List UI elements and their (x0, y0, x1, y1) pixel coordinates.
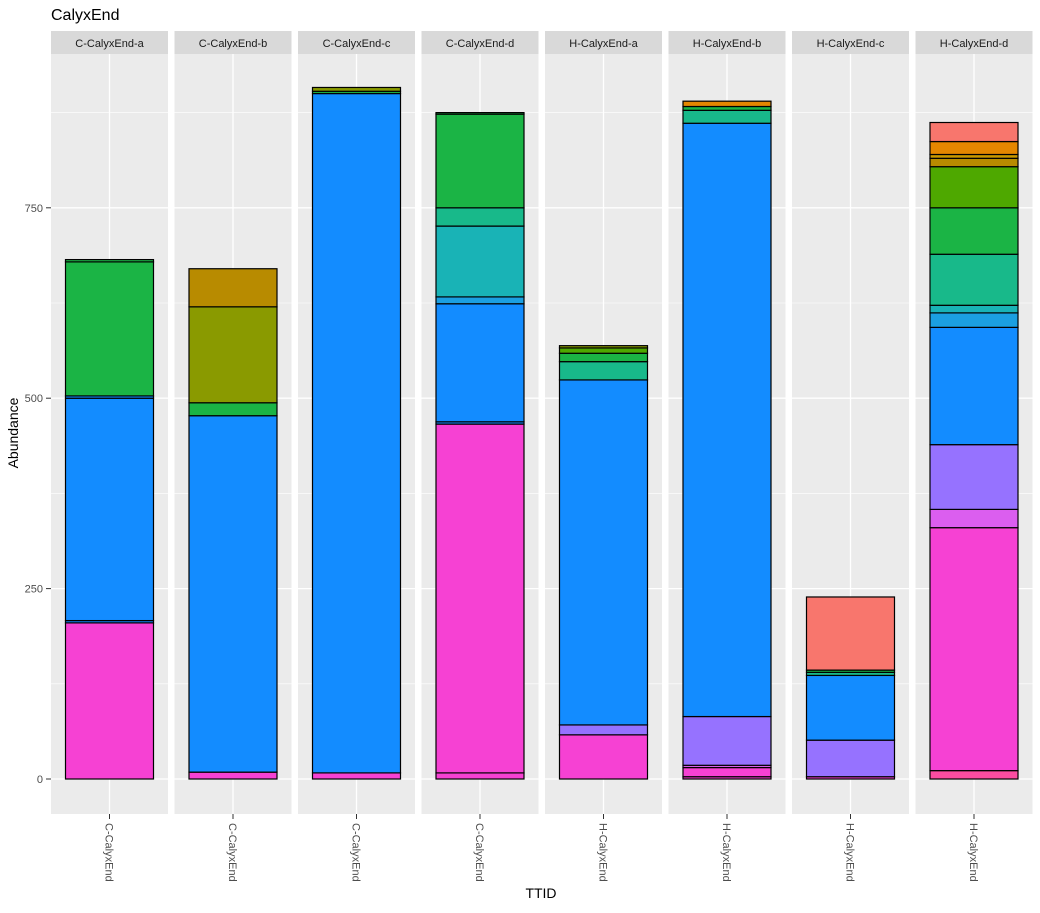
x-tick-label: H-CalyxEnd (967, 823, 979, 882)
bar-segment (929, 326, 1019, 446)
facet-strip-label: C-CalyxEnd-c (323, 38, 391, 50)
bar-segment (558, 379, 649, 726)
facet-strip-label: H-CalyxEnd-d (940, 38, 1008, 50)
bar-segment (435, 113, 525, 209)
bar-segment (682, 766, 772, 778)
bar-segment (929, 444, 1019, 510)
bar-segment (929, 253, 1019, 306)
bar-segment (929, 166, 1019, 209)
bar-segment (929, 304, 1019, 314)
bar-segment (929, 312, 1019, 328)
bar-segment (558, 345, 649, 349)
bar-segment (435, 303, 525, 423)
facet-panels: C-CalyxEnd-aC-CalyxEndC-CalyxEnd-bC-Caly… (51, 31, 1033, 882)
facet-h-calyxend-c: H-CalyxEnd-c H-CalyxEnd (792, 31, 909, 882)
y-tick-label: 0 (37, 774, 43, 786)
bar-segment (682, 122, 772, 718)
bar-segment (929, 508, 1019, 529)
facet-strip-label: C-CalyxEnd-d (446, 38, 514, 50)
y-tick-label: 500 (25, 393, 43, 405)
bar-segment (311, 86, 402, 92)
bar-segment (558, 361, 649, 381)
bar-segment (558, 347, 649, 354)
bar-segment (311, 92, 402, 774)
bar-segment (64, 397, 155, 622)
bar-segment (435, 772, 525, 780)
bar-segment (929, 770, 1019, 780)
facet-h-calyxend-d: H-CalyxEnd-d H-CalyxEnd (915, 31, 1033, 882)
bar-segment (558, 734, 649, 780)
bar-segment (64, 258, 155, 263)
x-tick-label: C-CalyxEnd (226, 823, 238, 882)
x-tick-label: H-CalyxEnd (844, 823, 856, 882)
bar-segment (805, 596, 896, 671)
y-tick-label: 750 (25, 203, 43, 215)
facet-c-calyxend-a: C-CalyxEnd-a C-CalyxEnd (51, 31, 168, 882)
y-tick-label: 250 (25, 584, 43, 596)
bar-segment (311, 772, 402, 780)
bar-segment (188, 306, 278, 404)
bar-segment (188, 268, 278, 308)
bar-segment (929, 140, 1019, 156)
facet-c-calyxend-d: C-CalyxEnd-d C-CalyxEnd (421, 31, 539, 882)
facet-strip (298, 31, 415, 54)
bar-segment (435, 207, 525, 227)
bar-segment (682, 715, 772, 766)
facet-h-calyxend-a: H-CalyxEnd-a H-CalyxEnd (545, 31, 662, 882)
bar-segment (435, 296, 525, 305)
y-axis: 0 250 500 750 (25, 203, 51, 786)
bar-segment (805, 739, 896, 778)
x-tick-label: C-CalyxEnd (473, 823, 485, 882)
facet-strip-label: C-CalyxEnd-a (75, 38, 144, 50)
bar-segment (188, 402, 278, 417)
facet-h-calyxend-b: H-CalyxEnd-b H-CalyxEnd (668, 31, 786, 882)
bar-segment (558, 352, 649, 363)
bar-segment (682, 100, 772, 108)
bar-segment (188, 771, 278, 780)
bar-segment (64, 261, 155, 397)
y-axis-label: Abundance (5, 397, 21, 468)
facet-strip (51, 31, 168, 54)
facet-strip (792, 31, 909, 54)
bar-segment (435, 225, 525, 298)
facet-c-calyxend-b: C-CalyxEnd-b C-CalyxEnd (174, 31, 292, 882)
bar-segment (435, 111, 525, 115)
facet-strip-label: H-CalyxEnd-c (817, 38, 885, 50)
bar-segment (682, 109, 772, 124)
bar-segment (435, 423, 525, 774)
x-axis-label: TTID (525, 885, 556, 901)
bar-segment (929, 121, 1019, 143)
bar-segment (64, 622, 155, 780)
bar-segment (929, 157, 1019, 168)
facet-strip (915, 31, 1033, 54)
facet-strip (174, 31, 292, 54)
facet-strip-label: H-CalyxEnd-b (693, 38, 761, 50)
bar-segment (929, 527, 1019, 772)
x-tick-label: H-CalyxEnd (720, 823, 732, 882)
chart-title: CalyxEnd (51, 7, 119, 24)
bar-segment (805, 674, 896, 741)
bar-segment (188, 415, 278, 773)
facet-strip-label: C-CalyxEnd-b (199, 38, 267, 50)
x-tick-label: H-CalyxEnd (597, 823, 609, 882)
facet-strip-label: H-CalyxEnd-a (569, 38, 638, 50)
facet-strip (545, 31, 662, 54)
facet-strip (668, 31, 786, 54)
x-tick-label: C-CalyxEnd (103, 823, 115, 882)
x-tick-label: C-CalyxEnd (350, 823, 362, 882)
facet-strip (421, 31, 539, 54)
bar-segment (929, 207, 1019, 255)
bar-segment (558, 724, 649, 736)
facet-c-calyxend-c: C-CalyxEnd-c C-CalyxEnd (298, 31, 415, 882)
